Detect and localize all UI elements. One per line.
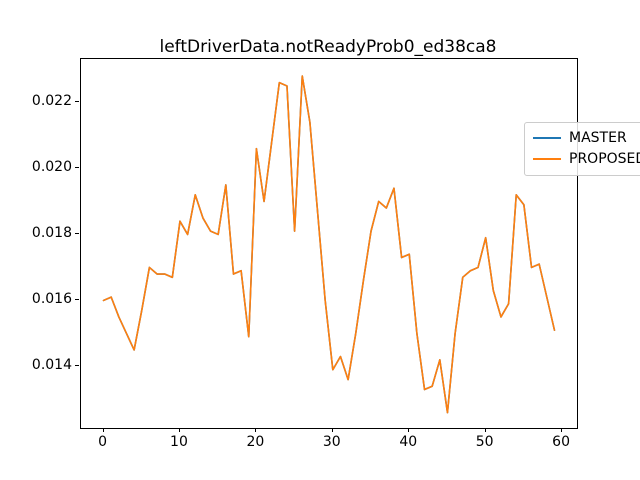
line-plot-canvas: [102, 74, 556, 414]
y-tick-mark: [75, 166, 79, 168]
x-tick-mark: [102, 428, 104, 433]
chart-title: leftDriverData.notReadyProb0_ed38ca8: [159, 37, 497, 57]
x-tick-label: 60: [552, 434, 571, 451]
x-tick-mark: [484, 428, 486, 433]
y-tick-mark: [75, 232, 79, 234]
y-tick-mark: [75, 298, 79, 300]
legend-label: MASTER: [569, 130, 627, 147]
y-tick-label: 0.016: [31, 290, 72, 307]
legend-label: PROPOSED: [569, 151, 640, 168]
y-tick-label: 0.022: [31, 92, 72, 109]
series-line-proposed: [102, 74, 556, 414]
x-tick-mark: [255, 428, 257, 433]
x-tick-mark: [331, 428, 333, 433]
y-tick-label: 0.020: [31, 158, 72, 175]
x-tick-label: 40: [399, 434, 418, 451]
x-tick-mark: [408, 428, 410, 433]
x-tick-label: 30: [322, 434, 341, 451]
x-tick-label: 20: [246, 434, 265, 451]
plot-area: MASTER PROPOSED: [80, 57, 640, 430]
x-tick-label: 10: [170, 434, 188, 451]
legend: MASTER PROPOSED: [524, 121, 640, 176]
legend-entry-master: MASTER: [533, 128, 640, 149]
legend-line-swatch-proposed: [533, 158, 561, 161]
y-tick-label: 0.018: [31, 224, 72, 241]
x-tick-mark: [561, 428, 563, 433]
y-tick-label: 0.014: [31, 356, 72, 373]
y-tick-mark: [75, 100, 79, 102]
legend-line-swatch-master: [533, 137, 561, 140]
x-tick-label: 0: [98, 434, 107, 451]
y-tick-mark: [75, 364, 79, 366]
legend-entry-proposed: PROPOSED: [533, 149, 640, 170]
x-tick-mark: [178, 428, 180, 433]
x-tick-label: 50: [475, 434, 494, 451]
